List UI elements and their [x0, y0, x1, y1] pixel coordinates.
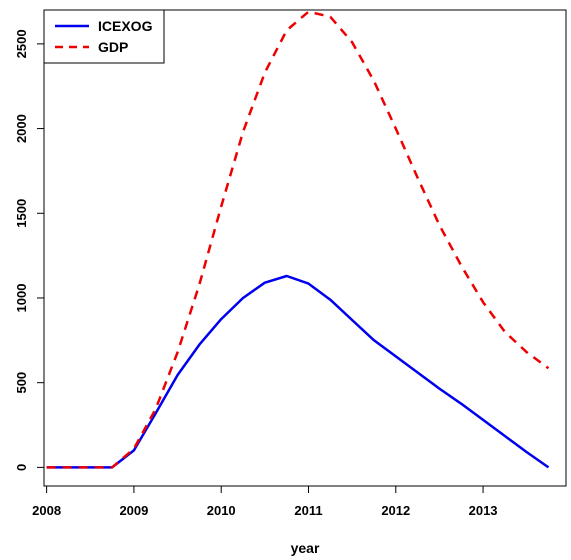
x-axis-title: year: [291, 540, 320, 556]
y-tick-label-1000: 1000: [14, 284, 29, 313]
y-tick-label-500: 500: [14, 372, 29, 394]
legend-box: [43, 9, 165, 64]
series-line-gdp: [46, 10, 550, 469]
legend: ICEXOG GDP: [43, 9, 165, 64]
x-tick-label-2008: 2008: [32, 503, 61, 518]
x-tick-label-2010: 2010: [207, 503, 236, 518]
legend-label-gdp: GDP: [98, 39, 128, 55]
x-tick-label-2009: 2009: [119, 503, 148, 518]
y-tick-label-2500: 2500: [14, 29, 29, 58]
x-axis: 2008 2009 2010 2011 2012 2013: [32, 485, 498, 518]
y-tick-label-1500: 1500: [14, 199, 29, 228]
x-tick-label-2011: 2011: [294, 503, 322, 518]
y-axis: 0 500 1000 1500 2000 2500: [14, 29, 45, 471]
y-tick-label-0: 0: [14, 464, 29, 471]
x-tick-label-2013: 2013: [469, 503, 498, 518]
series-line-icexog: [46, 274, 550, 469]
legend-label-icexog: ICEXOG: [98, 18, 153, 34]
series-layer: [46, 10, 550, 469]
x-tick-label-2012: 2012: [381, 503, 410, 518]
plot-box: [43, 9, 567, 487]
y-tick-label-2000: 2000: [14, 114, 29, 143]
